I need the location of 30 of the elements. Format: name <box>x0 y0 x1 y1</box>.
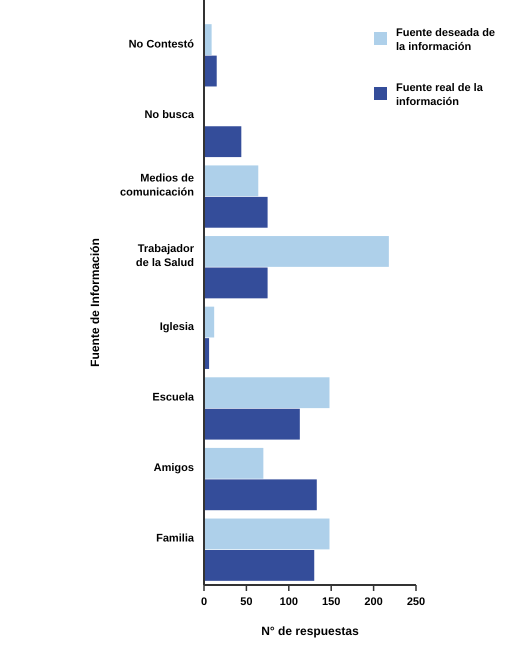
bar <box>204 408 300 440</box>
bar <box>204 518 330 550</box>
x-tick-label: 100 <box>280 596 298 608</box>
bar <box>204 236 389 267</box>
bar <box>204 448 264 479</box>
y-tick-label: No busca <box>144 108 195 121</box>
x-tick-label: 150 <box>322 596 340 608</box>
bar <box>204 196 268 228</box>
y-tick-label: Iglesia <box>160 320 195 333</box>
y-tick-label: Medios de comunicación <box>120 172 194 199</box>
y-tick-label: Escuela <box>152 391 195 404</box>
x-axis-title: N° de respuestas <box>261 624 360 638</box>
x-tick-label: 250 <box>406 596 426 608</box>
y-tick-label: Amigos <box>154 462 194 474</box>
y-tick-label: No Contestó <box>128 38 194 50</box>
x-tick-label: 50 <box>240 596 253 608</box>
x-tick-label: 0 <box>200 596 208 608</box>
bar <box>204 165 258 196</box>
y-tick-label: Familia <box>156 532 195 545</box>
bar <box>204 479 317 510</box>
legend-label: Fuente real de la información <box>396 82 484 108</box>
x-tick-label: 200 <box>364 596 383 608</box>
bar <box>204 377 330 408</box>
bar <box>204 268 268 298</box>
bar <box>204 550 314 581</box>
legend-label: Fuente deseada de la información <box>396 27 496 53</box>
bar <box>204 126 242 158</box>
bar <box>204 56 217 86</box>
y-axis-title: Fuente de Información <box>88 238 102 367</box>
y-tick-label: Trabajador de la Salud <box>136 243 195 270</box>
